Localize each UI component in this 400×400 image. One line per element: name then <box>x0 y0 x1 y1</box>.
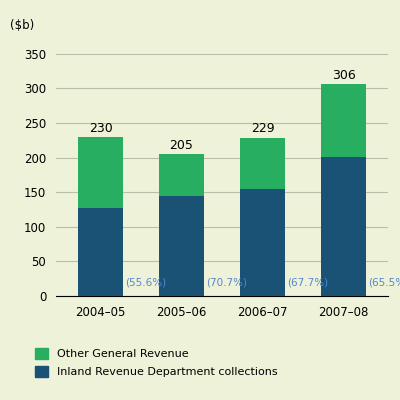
Bar <box>321 84 366 157</box>
Text: ($b): ($b) <box>10 19 34 32</box>
Text: 205: 205 <box>170 139 194 152</box>
Text: (65.5%): (65.5%) <box>368 278 400 288</box>
Bar <box>240 138 285 189</box>
Bar <box>78 137 123 208</box>
Bar <box>240 189 285 296</box>
Bar <box>78 208 123 296</box>
Text: (67.7%): (67.7%) <box>287 278 328 288</box>
Text: (55.6%): (55.6%) <box>125 278 166 288</box>
Bar <box>159 196 204 296</box>
Bar <box>159 154 204 196</box>
Text: 230: 230 <box>89 122 112 135</box>
Legend: Other General Revenue, Inland Revenue Department collections: Other General Revenue, Inland Revenue De… <box>35 348 278 377</box>
Text: 229: 229 <box>251 122 274 136</box>
Text: (70.7%): (70.7%) <box>206 278 247 288</box>
Text: 306: 306 <box>332 69 355 82</box>
Bar <box>321 157 366 296</box>
